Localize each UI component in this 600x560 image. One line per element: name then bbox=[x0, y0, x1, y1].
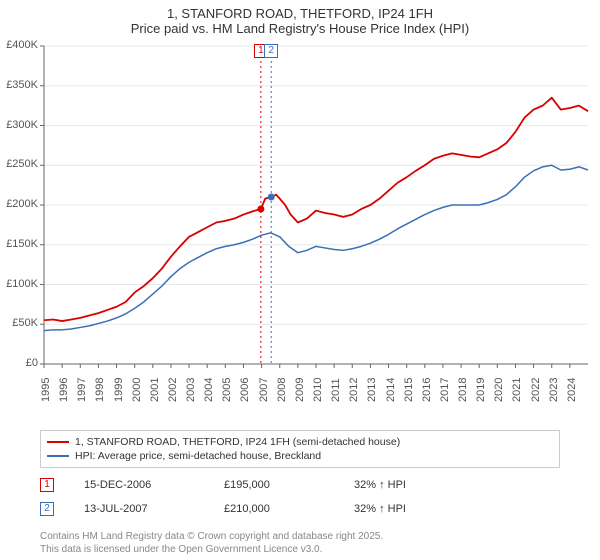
x-tick-label: 2013 bbox=[366, 378, 378, 402]
y-tick-label: £150K bbox=[0, 238, 38, 250]
x-tick-label: 2011 bbox=[330, 378, 342, 402]
x-tick-label: 2002 bbox=[167, 378, 179, 402]
title-line-2: Price paid vs. HM Land Registry's House … bbox=[131, 21, 469, 36]
x-tick-label: 1997 bbox=[76, 378, 88, 402]
sale-row-marker: 1 bbox=[40, 478, 54, 492]
y-tick-label: £50K bbox=[0, 317, 38, 329]
legend-swatch bbox=[47, 455, 69, 457]
y-tick-label: £400K bbox=[0, 39, 38, 51]
x-tick-label: 2000 bbox=[131, 378, 143, 402]
y-tick-label: £250K bbox=[0, 158, 38, 170]
x-tick-label: 2012 bbox=[348, 378, 360, 402]
x-tick-label: 2014 bbox=[385, 378, 397, 402]
x-tick-label: 2024 bbox=[566, 378, 578, 402]
sale-row: 2 13-JUL-2007 £210,000 32% ↑ HPI bbox=[40, 502, 560, 516]
x-tick-label: 2018 bbox=[457, 378, 469, 402]
sale-price: £210,000 bbox=[224, 503, 324, 515]
sale-delta: 32% ↑ HPI bbox=[354, 503, 406, 515]
y-tick-label: £0 bbox=[0, 357, 38, 369]
chart-area: £0 £50K £100K £150K £200K £250K £300K £350K £400… bbox=[0, 40, 600, 420]
x-tick-label: 2009 bbox=[294, 378, 306, 402]
sale-row-marker: 2 bbox=[40, 502, 54, 516]
chart-svg bbox=[0, 40, 600, 420]
legend-label: 1, STANFORD ROAD, THETFORD, IP24 1FH (se… bbox=[75, 436, 400, 448]
x-tick-label: 2021 bbox=[511, 378, 523, 402]
chart-container: 1, STANFORD ROAD, THETFORD, IP24 1FH Pri… bbox=[0, 0, 600, 560]
x-tick-label: 2005 bbox=[221, 378, 233, 402]
legend-item: 1, STANFORD ROAD, THETFORD, IP24 1FH (se… bbox=[47, 435, 553, 449]
x-tick-label: 1998 bbox=[94, 378, 106, 402]
x-tick-label: 2004 bbox=[203, 378, 215, 402]
sale-date: 15-DEC-2006 bbox=[84, 479, 194, 491]
legend: 1, STANFORD ROAD, THETFORD, IP24 1FH (se… bbox=[40, 430, 560, 468]
footnote-line-2: This data is licensed under the Open Gov… bbox=[40, 544, 322, 555]
x-tick-label: 2020 bbox=[493, 378, 505, 402]
y-tick-label: £200K bbox=[0, 198, 38, 210]
x-tick-label: 2006 bbox=[239, 378, 251, 402]
y-tick-label: £300K bbox=[0, 119, 38, 131]
x-tick-label: 2010 bbox=[312, 378, 324, 402]
sale-marker-2: 2 bbox=[264, 44, 278, 58]
y-tick-label: £350K bbox=[0, 79, 38, 91]
x-tick-label: 2023 bbox=[548, 378, 560, 402]
x-tick-label: 2008 bbox=[276, 378, 288, 402]
x-tick-label: 2001 bbox=[149, 378, 161, 402]
y-tick-label: £100K bbox=[0, 278, 38, 290]
x-tick-label: 2016 bbox=[421, 378, 433, 402]
legend-label: HPI: Average price, semi-detached house,… bbox=[75, 450, 321, 462]
footnote-line-1: Contains HM Land Registry data © Crown c… bbox=[40, 531, 383, 542]
footnote: Contains HM Land Registry data © Crown c… bbox=[40, 530, 560, 556]
x-tick-label: 1996 bbox=[58, 378, 70, 402]
x-tick-label: 2019 bbox=[475, 378, 487, 402]
title-line-1: 1, STANFORD ROAD, THETFORD, IP24 1FH bbox=[167, 6, 433, 21]
x-tick-label: 2015 bbox=[403, 378, 415, 402]
legend-item: HPI: Average price, semi-detached house,… bbox=[47, 449, 553, 463]
sale-date: 13-JUL-2007 bbox=[84, 503, 194, 515]
x-tick-label: 2003 bbox=[185, 378, 197, 402]
sale-delta: 32% ↑ HPI bbox=[354, 479, 406, 491]
x-tick-label: 2017 bbox=[439, 378, 451, 402]
x-tick-label: 1999 bbox=[113, 378, 125, 402]
chart-title: 1, STANFORD ROAD, THETFORD, IP24 1FH Pri… bbox=[0, 0, 600, 36]
x-tick-label: 2007 bbox=[258, 378, 270, 402]
x-tick-label: 1995 bbox=[40, 378, 52, 402]
sale-row: 1 15-DEC-2006 £195,000 32% ↑ HPI bbox=[40, 478, 560, 492]
x-tick-label: 2022 bbox=[530, 378, 542, 402]
sale-price: £195,000 bbox=[224, 479, 324, 491]
legend-swatch bbox=[47, 441, 69, 443]
